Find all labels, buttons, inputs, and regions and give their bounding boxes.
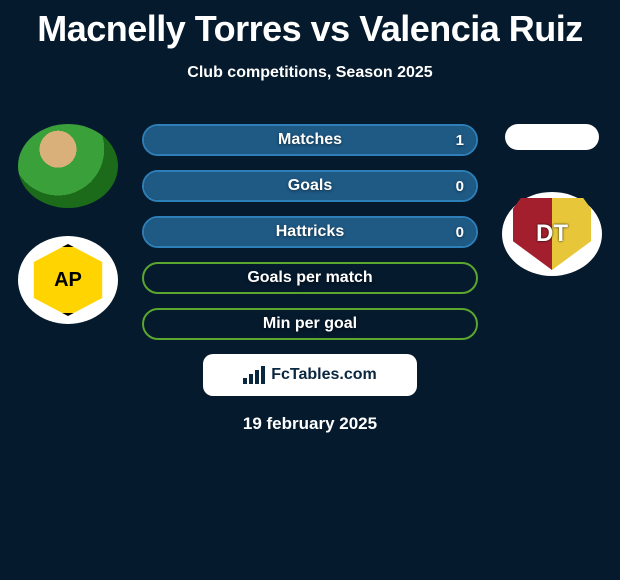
stat-bar-value: 1 xyxy=(456,132,464,149)
left-player-column: AP xyxy=(8,124,128,324)
stat-bar-label: Goals xyxy=(288,177,332,195)
club-badge-left-shield: AP xyxy=(30,244,106,316)
stat-bar-label: Min per goal xyxy=(263,315,357,333)
club-badge-right-initials: DT xyxy=(536,220,568,248)
stat-bar: Hattricks 0 xyxy=(142,216,478,248)
player-photo-left xyxy=(18,124,118,208)
club-badge-right: DT xyxy=(502,192,602,276)
stat-bar: Goals per match xyxy=(142,262,478,294)
player-pill-right xyxy=(505,124,599,150)
chart-icon xyxy=(243,366,265,384)
stat-bars: Matches 1 Goals 0 Hattricks 0 Goals per match M… xyxy=(142,124,478,340)
right-player-column: DT xyxy=(492,124,612,276)
stat-bar: Matches 1 xyxy=(142,124,478,156)
club-badge-right-shield: DT xyxy=(513,198,591,270)
stat-bar: Min per goal xyxy=(142,308,478,340)
club-badge-left-initials: AP xyxy=(54,269,82,292)
stat-bar-value: 0 xyxy=(456,178,464,195)
page-title: Macnelly Torres vs Valencia Ruiz xyxy=(0,0,620,50)
club-badge-left: AP xyxy=(18,236,118,324)
subtitle: Club competitions, Season 2025 xyxy=(0,64,620,82)
brand-badge: FcTables.com xyxy=(203,354,417,396)
brand-text: FcTables.com xyxy=(271,366,377,384)
stat-bar-label: Goals per match xyxy=(247,269,372,287)
date-label: 19 february 2025 xyxy=(0,414,620,434)
stat-bar: Goals 0 xyxy=(142,170,478,202)
stat-bar-label: Matches xyxy=(278,131,342,149)
stat-bar-value: 0 xyxy=(456,224,464,241)
comparison-content: AP DT Matches 1 Goals 0 Hattricks 0 Goals per … xyxy=(0,124,620,434)
stat-bar-label: Hattricks xyxy=(276,223,344,241)
